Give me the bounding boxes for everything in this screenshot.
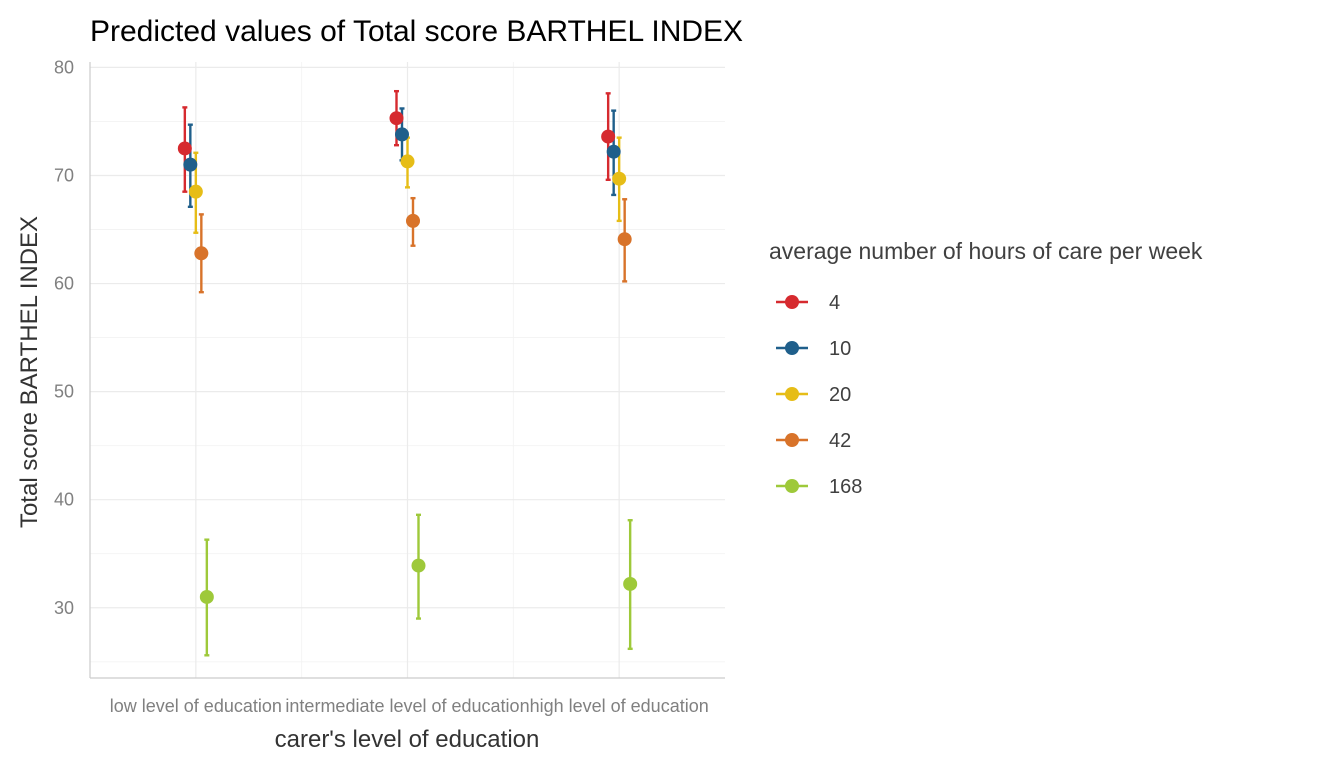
legend-label: 20 xyxy=(829,384,851,406)
data-point xyxy=(177,141,192,156)
legend-key-point xyxy=(785,387,799,401)
data-point xyxy=(183,157,198,172)
y-tick-label: 80 xyxy=(54,57,74,77)
data-point xyxy=(606,144,621,159)
data-point xyxy=(188,184,203,199)
data-point xyxy=(411,558,426,573)
y-tick-label: 70 xyxy=(54,165,74,185)
data-point xyxy=(623,576,638,591)
chart-title: Predicted values of Total score BARTHEL … xyxy=(90,15,743,48)
data-point xyxy=(406,213,420,228)
y-axis-title: Total score BARTHEL INDEX xyxy=(16,216,43,528)
y-tick-label: 50 xyxy=(54,382,74,402)
data-point xyxy=(601,129,616,144)
y-tick-label: 40 xyxy=(54,490,74,510)
x-axis-title: carer's level of education xyxy=(275,726,540,753)
data-point xyxy=(612,171,627,186)
legend-label: 10 xyxy=(829,338,851,360)
legend-key-point xyxy=(785,433,799,447)
legend-key-point xyxy=(785,479,799,493)
data-point xyxy=(617,232,632,247)
data-point xyxy=(395,127,409,142)
legend-title: average number of hours of care per week xyxy=(769,238,1203,264)
y-tick-label: 60 xyxy=(54,274,74,294)
data-point xyxy=(389,111,404,126)
data-point xyxy=(199,589,214,604)
x-tick-label: low level of education xyxy=(110,696,282,716)
legend-key-point xyxy=(785,341,799,355)
legend-label: 4 xyxy=(829,292,840,314)
legend-label: 168 xyxy=(829,476,862,498)
y-tick-label: 30 xyxy=(54,598,74,618)
legend-key-point xyxy=(785,295,799,309)
x-tick-label: intermediate level of education xyxy=(285,696,529,716)
legend-label: 42 xyxy=(829,430,851,452)
legend: average number of hours of care per week… xyxy=(769,238,1203,498)
data-point xyxy=(194,246,209,261)
data-point xyxy=(400,154,415,169)
plot-area: 30 40 50 60 70 80 low level of education interm… xyxy=(54,57,725,716)
x-tick-label: high level of education xyxy=(530,696,709,716)
